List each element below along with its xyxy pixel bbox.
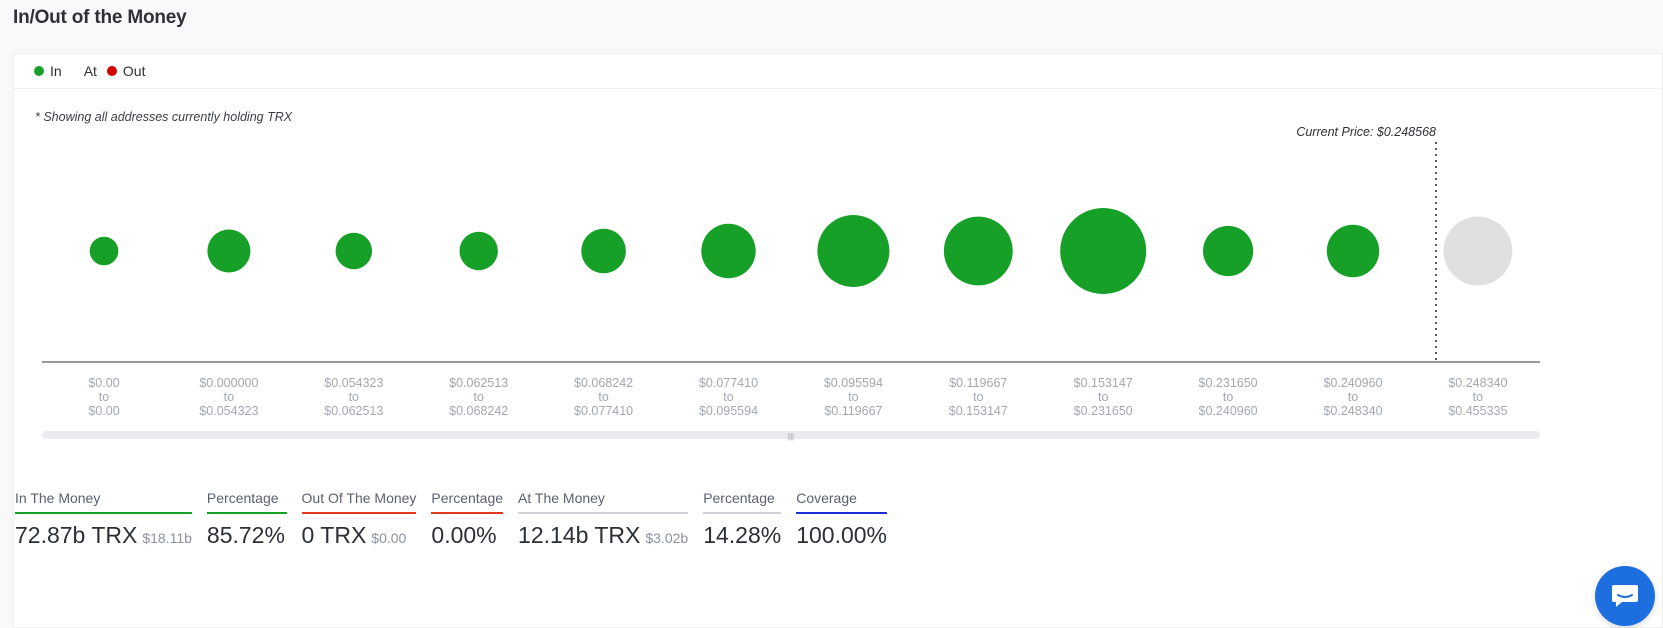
stat-value: 0.00%: [431, 522, 497, 548]
legend-item-in[interactable]: In: [34, 63, 62, 79]
legend-item-at[interactable]: At: [84, 63, 97, 79]
chart-card: In At Out * Showing all addresses curren…: [13, 53, 1663, 628]
x-tick-label-3-2: $0.068242: [449, 404, 508, 418]
x-tick-labels: $0.00to$0.00$0.000000to$0.054323$0.05432…: [88, 376, 1507, 418]
scrollbar-grip-icon[interactable]: |||: [788, 432, 794, 441]
scrollbar-track[interactable]: [42, 431, 1540, 439]
bubble-4[interactable]: [581, 228, 626, 274]
x-tick-label-9-0: $0.231650: [1199, 376, 1258, 390]
legend-dot-in: [34, 66, 44, 76]
bubble-chart: Current Price: $0.248568 $0.00to$0.00$0.…: [42, 125, 1540, 441]
holding-note: * Showing all addresses currently holdin…: [35, 110, 293, 124]
x-tick-label-2-1: to: [349, 390, 359, 404]
stat-value: 85.72%: [206, 522, 285, 548]
x-tick-label-5-2: $0.095594: [699, 404, 758, 418]
x-tick-label-7-0: $0.119667: [949, 376, 1007, 390]
chat-icon: [1612, 585, 1638, 607]
bubble-6[interactable]: [817, 215, 890, 287]
stat-at-the-money: At The Money 12.14b TRX $3.02b: [518, 490, 689, 549]
x-tick-label-0-1: to: [99, 390, 109, 404]
x-tick-label-9-1: to: [1223, 390, 1233, 404]
stat-at-percentage: Percentage 14.28%: [703, 490, 782, 549]
legend-label-out: Out: [122, 63, 146, 79]
stat-value: 72.87b TRX: [15, 522, 138, 548]
bubble-1[interactable]: [207, 229, 251, 273]
bubble-11[interactable]: [1443, 216, 1513, 286]
x-tick-label-10-1: to: [1348, 390, 1358, 404]
stat-label: At The Money: [518, 490, 689, 514]
stat-coverage: Coverage 100.00%: [796, 490, 888, 549]
x-tick-label-10-2: $0.248340: [1323, 404, 1382, 418]
bubble-3[interactable]: [459, 231, 498, 271]
legend-label-at: At: [83, 63, 97, 79]
stat-sub: $3.02b: [645, 530, 689, 546]
x-tick-label-3-0: $0.062513: [449, 376, 508, 390]
x-tick-label-5-0: $0.077410: [699, 376, 758, 390]
x-tick-label-1-0: $0.000000: [199, 376, 258, 390]
stat-label: Percentage: [703, 490, 782, 514]
bubble-7[interactable]: [943, 216, 1013, 286]
x-tick-label-4-1: to: [598, 390, 608, 404]
x-tick-label-4-2: $0.077410: [574, 404, 633, 418]
x-tick-label-11-0: $0.248340: [1448, 376, 1507, 390]
x-tick-label-0-2: $0.00: [88, 404, 119, 418]
stat-value: 100.00%: [796, 522, 888, 548]
legend-item-out[interactable]: Out: [106, 63, 146, 79]
chat-support-button[interactable]: [1595, 566, 1655, 626]
bubble-5[interactable]: [701, 223, 756, 279]
stat-label: Out Of The Money: [301, 490, 417, 514]
x-tick-label-3-1: to: [473, 390, 483, 404]
x-tick-label-8-0: $0.153147: [1074, 376, 1133, 390]
stat-label: Percentage: [431, 490, 504, 514]
x-tick-label-11-2: $0.455335: [1448, 404, 1507, 418]
stat-out-of-the-money: Out Of The Money 0 TRX $0.00: [301, 490, 417, 549]
x-tick-label-2-0: $0.054323: [324, 376, 383, 390]
x-tick-label-0-0: $0.00: [88, 376, 119, 390]
bubble-8[interactable]: [1060, 208, 1147, 294]
x-tick-label-8-1: to: [1098, 390, 1108, 404]
x-tick-label-8-2: $0.231650: [1074, 404, 1133, 418]
x-tick-label-1-1: to: [224, 390, 234, 404]
stat-value: 12.14b TRX: [518, 522, 641, 548]
stat-in-the-money: In The Money 72.87b TRX $18.11b: [15, 490, 192, 549]
x-tick-label-11-1: to: [1473, 390, 1483, 404]
stat-label: Coverage: [796, 490, 888, 514]
stat-label: In The Money: [15, 490, 192, 514]
x-tick-label-6-0: $0.095594: [824, 376, 883, 390]
x-tick-label-6-1: to: [848, 390, 858, 404]
bubble-0[interactable]: [89, 236, 119, 266]
legend: In At Out: [14, 54, 1662, 89]
stat-out-percentage: Percentage 0.00%: [431, 490, 504, 549]
x-tick-label-5-1: to: [723, 390, 733, 404]
x-tick-label-1-2: $0.054323: [199, 404, 258, 418]
stat-label: Percentage: [206, 490, 287, 514]
stat-sub: $18.11b: [142, 530, 192, 546]
stat-in-percentage: Percentage 85.72%: [206, 490, 287, 549]
bubbles-group: [89, 208, 1513, 294]
x-tick-label-7-1: to: [973, 390, 983, 404]
x-tick-label-2-2: $0.062513: [324, 404, 383, 418]
stats-row: In The Money 72.87b TRX $18.11b Percentag…: [15, 490, 902, 549]
stat-sub: $0.00: [371, 530, 407, 546]
current-price-label: Current Price: $0.248568: [1296, 125, 1436, 139]
legend-label-in: In: [50, 63, 62, 79]
stat-value: 0 TRX: [301, 522, 367, 548]
x-tick-label-4-0: $0.068242: [574, 376, 633, 390]
stat-value: 14.28%: [703, 522, 782, 548]
bubble-10[interactable]: [1326, 224, 1380, 278]
x-tick-label-10-0: $0.240960: [1323, 376, 1382, 390]
bubble-2[interactable]: [335, 232, 372, 270]
bubble-9[interactable]: [1203, 225, 1254, 277]
x-tick-label-6-2: $0.119667: [824, 404, 882, 418]
page-title: In/Out of the Money: [13, 7, 187, 28]
x-tick-label-7-2: $0.153147: [949, 404, 1008, 418]
x-tick-label-9-2: $0.240960: [1199, 404, 1258, 418]
legend-dot-out: [106, 66, 117, 76]
